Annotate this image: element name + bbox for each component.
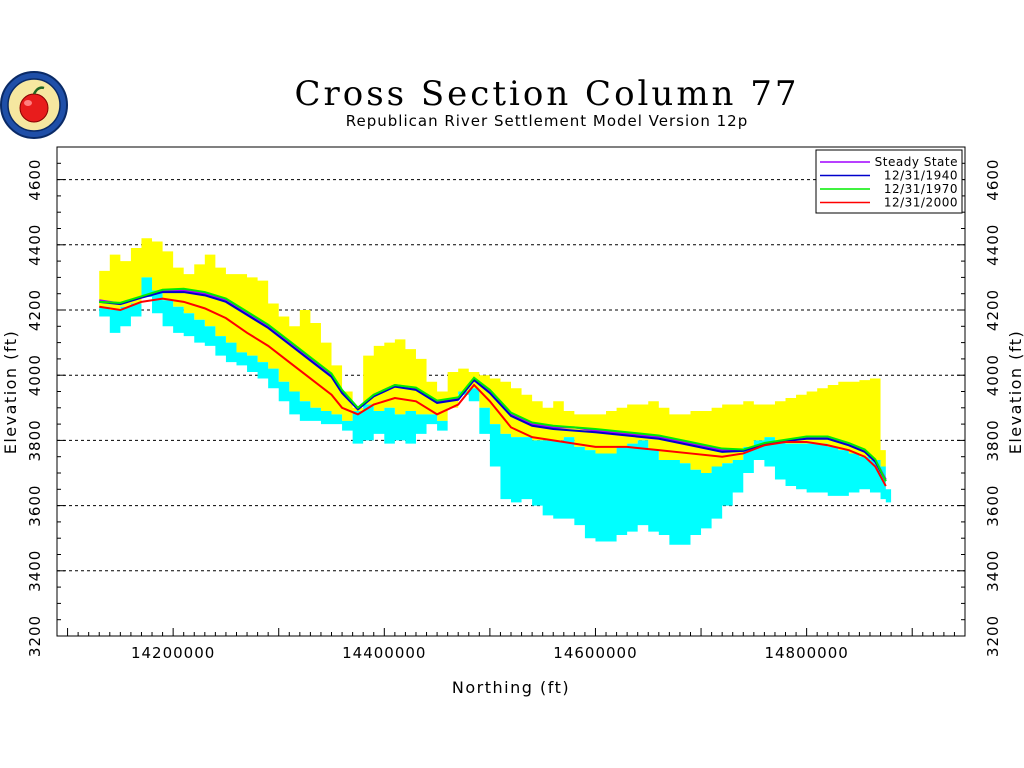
- y-tick-label-left: 4600: [26, 159, 44, 201]
- y-axis-ticks-right: 3200 3400 3600 3800 4000 4200 4400 4600: [957, 146, 1002, 657]
- legend: Steady State12/31/194012/31/197012/31/20…: [815, 149, 963, 214]
- y-tick-label-left: 4200: [26, 289, 44, 331]
- chart-title: Cross Section Column 77: [294, 74, 799, 114]
- y-axis-label-left: Elevation (ft): [1, 330, 20, 455]
- seal-logo-icon: [0, 71, 68, 139]
- chart-subtitle: Republican River Settlement Model Versio…: [346, 112, 748, 130]
- y-tick-label-left: 4400: [26, 224, 44, 266]
- y-tick-label-right: 3600: [984, 485, 1002, 527]
- legend-label: 12/31/2000: [884, 196, 958, 210]
- y-axis-ticks-left: 3200 3400 3600 3800 4000 4200 4400 4600: [26, 146, 65, 657]
- y-tick-label-left: 4000: [26, 354, 44, 396]
- legend-label: Steady State: [875, 155, 958, 169]
- y-tick-label-right: 3800: [984, 419, 1002, 461]
- x-axis-ticks: 14200000 14400000 14600000 14800000: [67, 628, 966, 662]
- y-tick-label-right: 4000: [984, 354, 1002, 396]
- y-axis-label-right: Elevation (ft): [1006, 330, 1024, 455]
- series-line-2: [99, 287, 887, 482]
- series-line-3: [99, 297, 887, 487]
- x-tick-label: 14200000: [131, 644, 215, 662]
- series-lines: [99, 287, 887, 487]
- y-tick-label-right: 3400: [984, 550, 1002, 592]
- y-tick-label-right: 4600: [984, 159, 1002, 201]
- y-tick-label-left: 3800: [26, 419, 44, 461]
- y-tick-label-right: 3200: [984, 615, 1002, 657]
- x-tick-label: 14400000: [342, 644, 426, 662]
- grid-lines: [57, 179, 965, 572]
- top-layer-area: [99, 238, 892, 490]
- y-tick-label-right: 4200: [984, 289, 1002, 331]
- legend-label: 12/31/1940: [884, 169, 958, 183]
- y-tick-label-left: 3400: [26, 550, 44, 592]
- bottom-layer-area: [99, 277, 892, 545]
- y-tick-label-left: 3600: [26, 485, 44, 527]
- legend-label: 12/31/1970: [884, 182, 958, 196]
- y-tick-label-right: 4400: [984, 224, 1002, 266]
- y-tick-label-left: 3200: [26, 615, 44, 657]
- layer-areas: [99, 238, 892, 545]
- x-tick-label: 14800000: [764, 644, 848, 662]
- x-axis-label: Northing (ft): [452, 678, 570, 697]
- x-tick-label: 14600000: [553, 644, 637, 662]
